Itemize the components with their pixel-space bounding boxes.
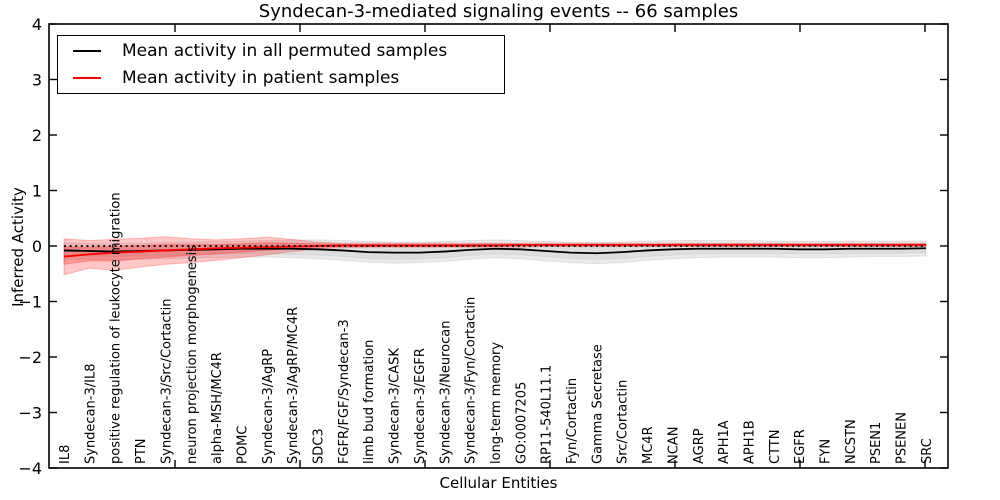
x-tick-label: limb bud formation xyxy=(362,340,377,464)
legend-label-patient: Mean activity in patient samples xyxy=(122,68,400,89)
x-tick-label: Syndecan-3/EGFR xyxy=(413,348,428,464)
x-tick-label: APH1B xyxy=(742,420,757,464)
x-tick-label: GO:0007205 xyxy=(514,382,529,464)
x-tick-label: FYN xyxy=(819,439,834,464)
x-tick-label: Syndecan-3/CASK xyxy=(388,348,403,464)
x-tick-label: PSENEN xyxy=(895,412,910,464)
y-tick-label: −4 xyxy=(18,459,42,478)
patient-line-sample-icon xyxy=(73,77,101,80)
chart-title: Syndecan-3-mediated signaling events -- … xyxy=(258,1,739,22)
x-tick-label: NCSTN xyxy=(844,419,859,464)
x-tick-label: APH1A xyxy=(717,420,732,464)
x-tick-label: Fyn/Cortactin xyxy=(565,378,580,464)
x-tick-label: RP11-540L11.1 xyxy=(540,365,555,464)
mean-line-patient xyxy=(63,243,926,258)
x-tick-label: Syndecan-3/Fyn/Cortactin xyxy=(464,297,479,464)
x-tick-label: PSEN1 xyxy=(869,422,884,464)
x-tick-label: alpha-MSH/MC4R xyxy=(210,352,225,464)
x-tick-label: Src/Cortactin xyxy=(616,380,631,464)
x-tick-label: Syndecan-3/AgRP xyxy=(261,349,276,464)
y-tick-label: 4 xyxy=(32,15,42,34)
y-tick-label: −2 xyxy=(18,348,42,367)
y-tick-label: 3 xyxy=(32,71,42,90)
x-tick-label: SDC3 xyxy=(312,428,327,464)
y-tick-label: 0 xyxy=(32,237,42,256)
y-tick-label: −3 xyxy=(18,404,42,423)
x-tick-label: AGRP xyxy=(692,428,707,464)
x-tick-label: Gamma Secretase xyxy=(590,344,605,464)
confidence-band-permuted-outer xyxy=(63,239,927,265)
permuted-line-sample-icon xyxy=(73,49,101,52)
legend-label-permuted: Mean activity in all permuted samples xyxy=(122,40,448,61)
x-tick-label: long-term memory xyxy=(489,342,504,464)
x-tick-label: positive regulation of leukocyte migrati… xyxy=(109,192,124,464)
x-tick-label: EGFR xyxy=(793,429,808,464)
legend-entry-permuted: Mean activity in all permuted samples xyxy=(58,38,504,64)
x-tick-label: PTN xyxy=(134,438,149,464)
x-tick-label: POMC xyxy=(235,426,250,464)
x-tick-label: Syndecan-3/IL8 xyxy=(83,364,98,464)
x-tick-label: CTTN xyxy=(768,430,783,464)
x-tick-label: Syndecan-3/Src/Cortactin xyxy=(159,298,174,464)
legend: Mean activity in all permuted samples Me… xyxy=(57,35,505,94)
x-tick-label: Syndecan-3/AgRP/MC4R xyxy=(286,307,301,464)
x-tick-label: SRC xyxy=(920,438,935,464)
x-tick-label: IL8 xyxy=(58,445,73,464)
x-tick-label: neuron projection morphogenesis xyxy=(185,245,200,464)
x-tick-label: FGFR/FGF/Syndecan-3 xyxy=(337,319,352,464)
x-tick-label: NCAN xyxy=(666,427,681,464)
y-tick-label: 1 xyxy=(32,182,42,201)
x-axis-title: Cellular Entities xyxy=(439,474,558,492)
y-tick-label: −1 xyxy=(18,293,42,312)
legend-entry-patient: Mean activity in patient samples xyxy=(58,65,504,91)
y-tick-label: 2 xyxy=(32,126,42,145)
y-axis-title: Inferred Activity xyxy=(9,187,27,307)
mean-line-permuted xyxy=(63,247,926,255)
x-tick-label: MC4R xyxy=(641,426,656,464)
x-tick-label: Syndecan-3/Neurocan xyxy=(438,321,453,464)
